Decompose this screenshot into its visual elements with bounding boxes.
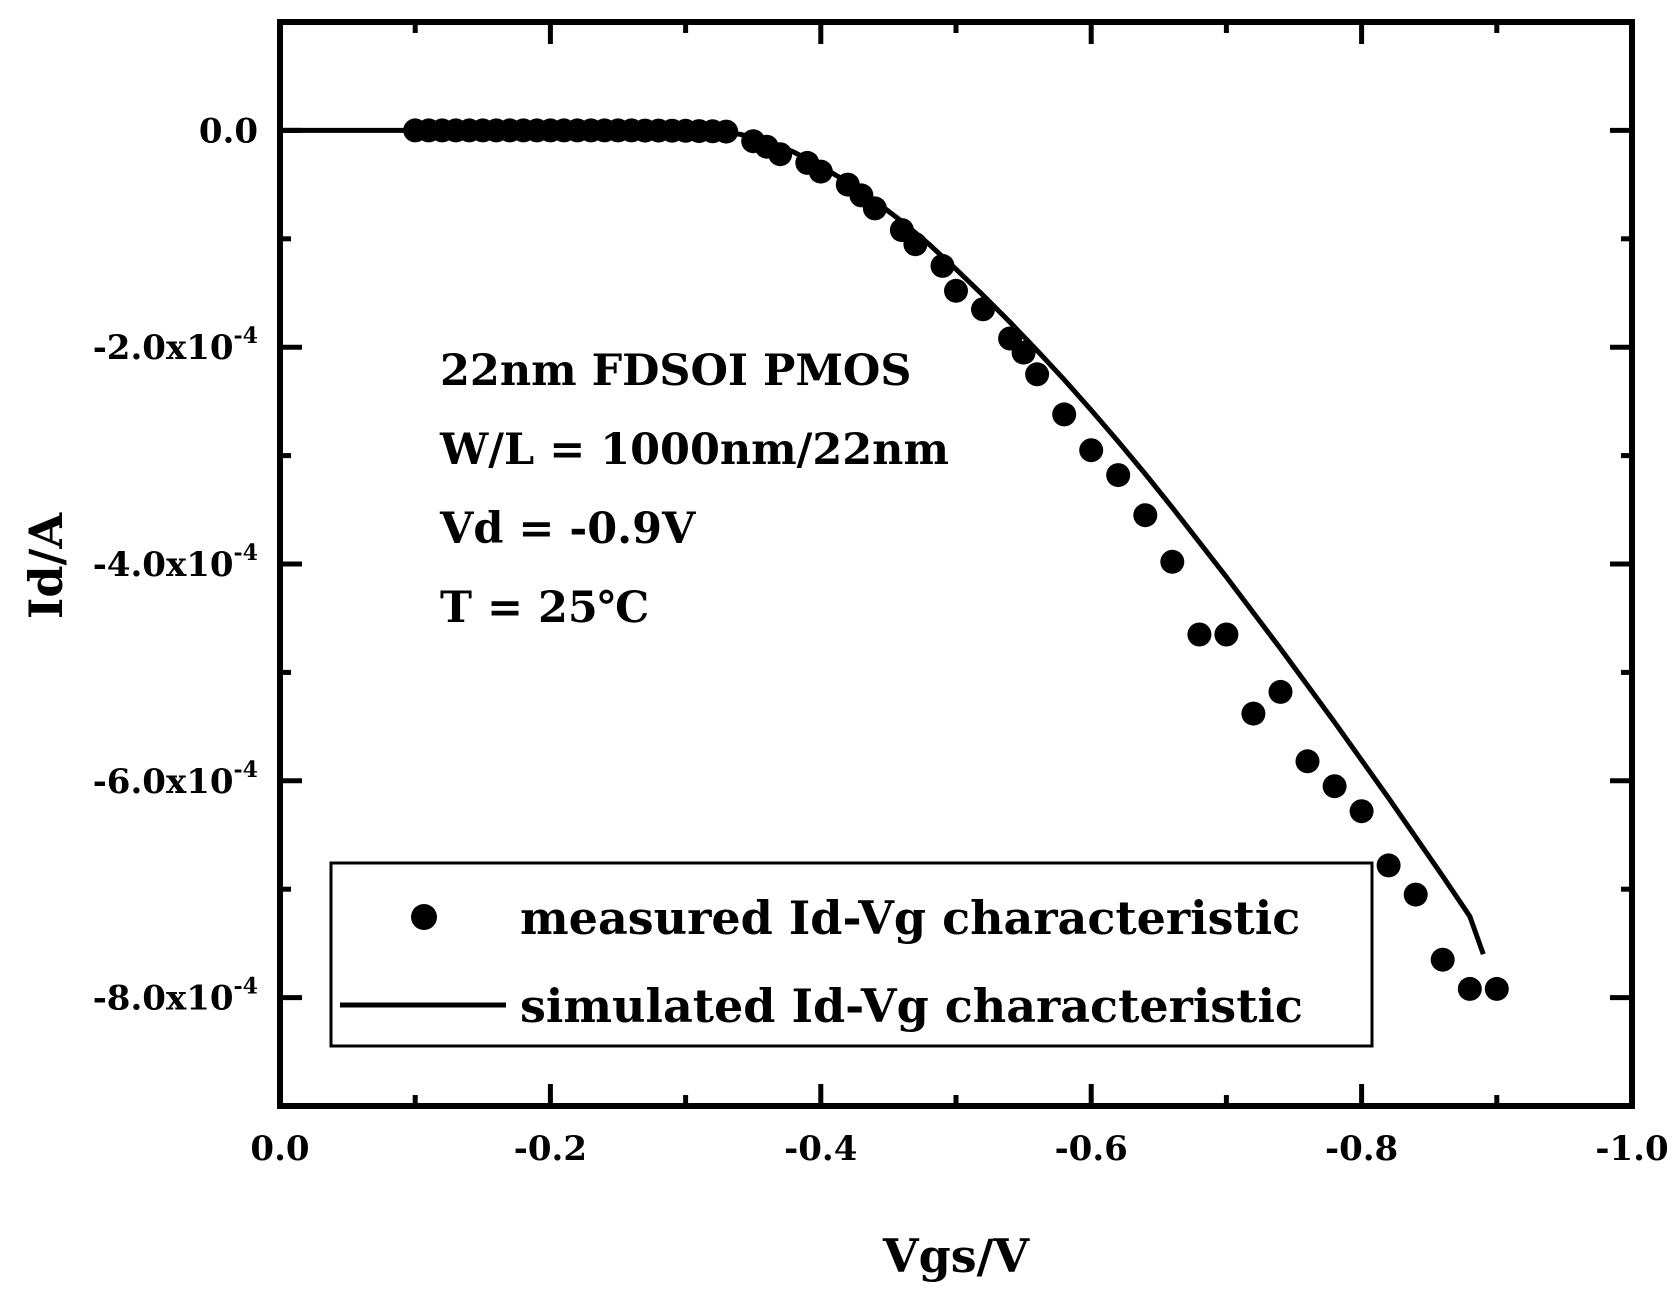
measured-point — [768, 142, 793, 167]
x-tick-label: -0.2 — [514, 1129, 587, 1169]
x-tick-label: -0.8 — [1325, 1129, 1398, 1169]
measured-point — [1349, 799, 1374, 824]
measured-point — [714, 119, 739, 144]
x-tick-label: 0.0 — [250, 1129, 309, 1169]
annotation-block: 22nm FDSOI PMOS W/L = 1000nm/22nm Vd = -… — [439, 346, 949, 633]
measured-point — [903, 232, 928, 257]
annotation-vd: Vd = -0.9V — [439, 504, 696, 554]
measured-point — [1011, 340, 1036, 365]
x-tick-labels: 0.0 -0.2 -0.4 -0.6 -0.8 -1.0 — [250, 1129, 1668, 1169]
measured-point — [1214, 622, 1239, 647]
measured-point — [971, 297, 995, 322]
measured-point — [1052, 402, 1077, 427]
legend-marker-measured — [411, 904, 437, 930]
y-tick-label: -2.0x10-4 — [93, 323, 258, 368]
series-measured-markers — [403, 118, 1509, 1001]
measured-point — [1268, 679, 1293, 704]
legend: measured Id-Vg characteristic simulated … — [329, 861, 1374, 1048]
plot-area — [280, 118, 1509, 1001]
measured-point — [1241, 701, 1266, 726]
measured-point — [1025, 362, 1050, 387]
y-tick-label: -8.0x10-4 — [93, 974, 258, 1019]
y-tick-label: 0.0 — [199, 111, 258, 151]
y-tick-labels: 0.0 -2.0x10-4 -4.0x10-4 -6.0x10-4 -8.0x10-4 — [93, 111, 258, 1018]
measured-point — [1403, 882, 1428, 907]
measured-point — [1106, 463, 1131, 488]
measured-point — [1295, 749, 1320, 774]
y-axis-title: Id/A — [19, 512, 73, 619]
y-tick-label: -6.0x10-4 — [93, 757, 258, 802]
legend-box — [329, 861, 1374, 1048]
legend-label-measured: measured Id-Vg characteristic — [520, 891, 1300, 945]
axis-ticks — [277, 19, 1635, 1109]
measured-point — [808, 159, 833, 184]
legend-label-simulated: simulated Id-Vg characteristic — [520, 979, 1303, 1033]
measured-point — [1133, 503, 1158, 528]
x-tick-label: -0.6 — [1055, 1129, 1128, 1169]
measured-point — [1322, 774, 1347, 799]
measured-point — [944, 278, 968, 303]
annotation-temp: T = 25℃ — [440, 583, 649, 633]
measured-point — [862, 196, 887, 221]
measured-point — [1457, 976, 1482, 1001]
measured-point — [1079, 438, 1104, 463]
annotation-device: 22nm FDSOI PMOS — [440, 346, 911, 396]
x-axis-title: Vgs/V — [882, 1229, 1031, 1283]
measured-point — [1430, 947, 1455, 972]
measured-point — [1187, 622, 1212, 647]
measured-point — [1160, 549, 1185, 574]
measured-point — [930, 253, 955, 278]
measured-point — [1376, 853, 1401, 878]
x-tick-label: -0.4 — [784, 1129, 857, 1169]
y-tick-label: -4.0x10-4 — [93, 540, 258, 585]
measured-point — [1484, 976, 1509, 1001]
x-tick-label: -1.0 — [1595, 1129, 1668, 1169]
annotation-wl: W/L = 1000nm/22nm — [439, 425, 949, 475]
